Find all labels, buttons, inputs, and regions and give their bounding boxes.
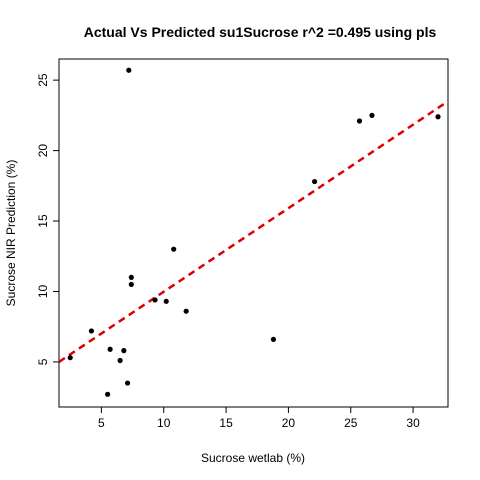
data-points (67, 67, 441, 397)
data-point (356, 118, 363, 124)
fit-line-group (58, 100, 449, 363)
y-tick-label: 10 (36, 284, 50, 298)
y-axis-label: Sucrose NIR Prediction (%) (4, 160, 18, 307)
chart-title: Actual Vs Predicted su1Sucrose r^2 =0.49… (84, 24, 437, 40)
data-point (183, 308, 189, 314)
data-point (435, 114, 441, 120)
fit-line (58, 100, 449, 363)
data-point (152, 297, 158, 303)
data-point (105, 391, 111, 397)
x-tick-label: 30 (406, 416, 420, 430)
y-tick-label: 20 (36, 144, 50, 158)
data-point (117, 357, 123, 364)
data-point (128, 281, 134, 288)
x-tick-label: 20 (282, 416, 296, 430)
x-tick-label: 15 (219, 416, 233, 430)
data-point (163, 298, 169, 304)
data-point (369, 112, 375, 118)
y-axis: 5 10 15 20 25 (36, 73, 59, 365)
data-point (171, 246, 177, 252)
x-tick-label: 10 (157, 416, 171, 430)
x-tick-label: 5 (98, 416, 105, 430)
data-point (88, 328, 95, 334)
y-tick-label: 5 (36, 358, 50, 365)
x-tick-label: 25 (344, 416, 358, 430)
data-point (126, 67, 132, 73)
x-axis: 5 10 15 20 25 30 (98, 407, 420, 430)
data-point (128, 274, 134, 280)
data-point (107, 346, 113, 352)
data-point (121, 348, 127, 354)
plot-frame (58, 58, 449, 408)
data-point (67, 355, 73, 361)
x-axis-label: Sucrose wetlab (%) (201, 451, 305, 465)
y-tick-label: 15 (36, 214, 50, 228)
data-point (270, 336, 277, 342)
data-point (124, 380, 131, 386)
data-point (311, 178, 318, 185)
y-tick-label: 25 (36, 73, 50, 87)
